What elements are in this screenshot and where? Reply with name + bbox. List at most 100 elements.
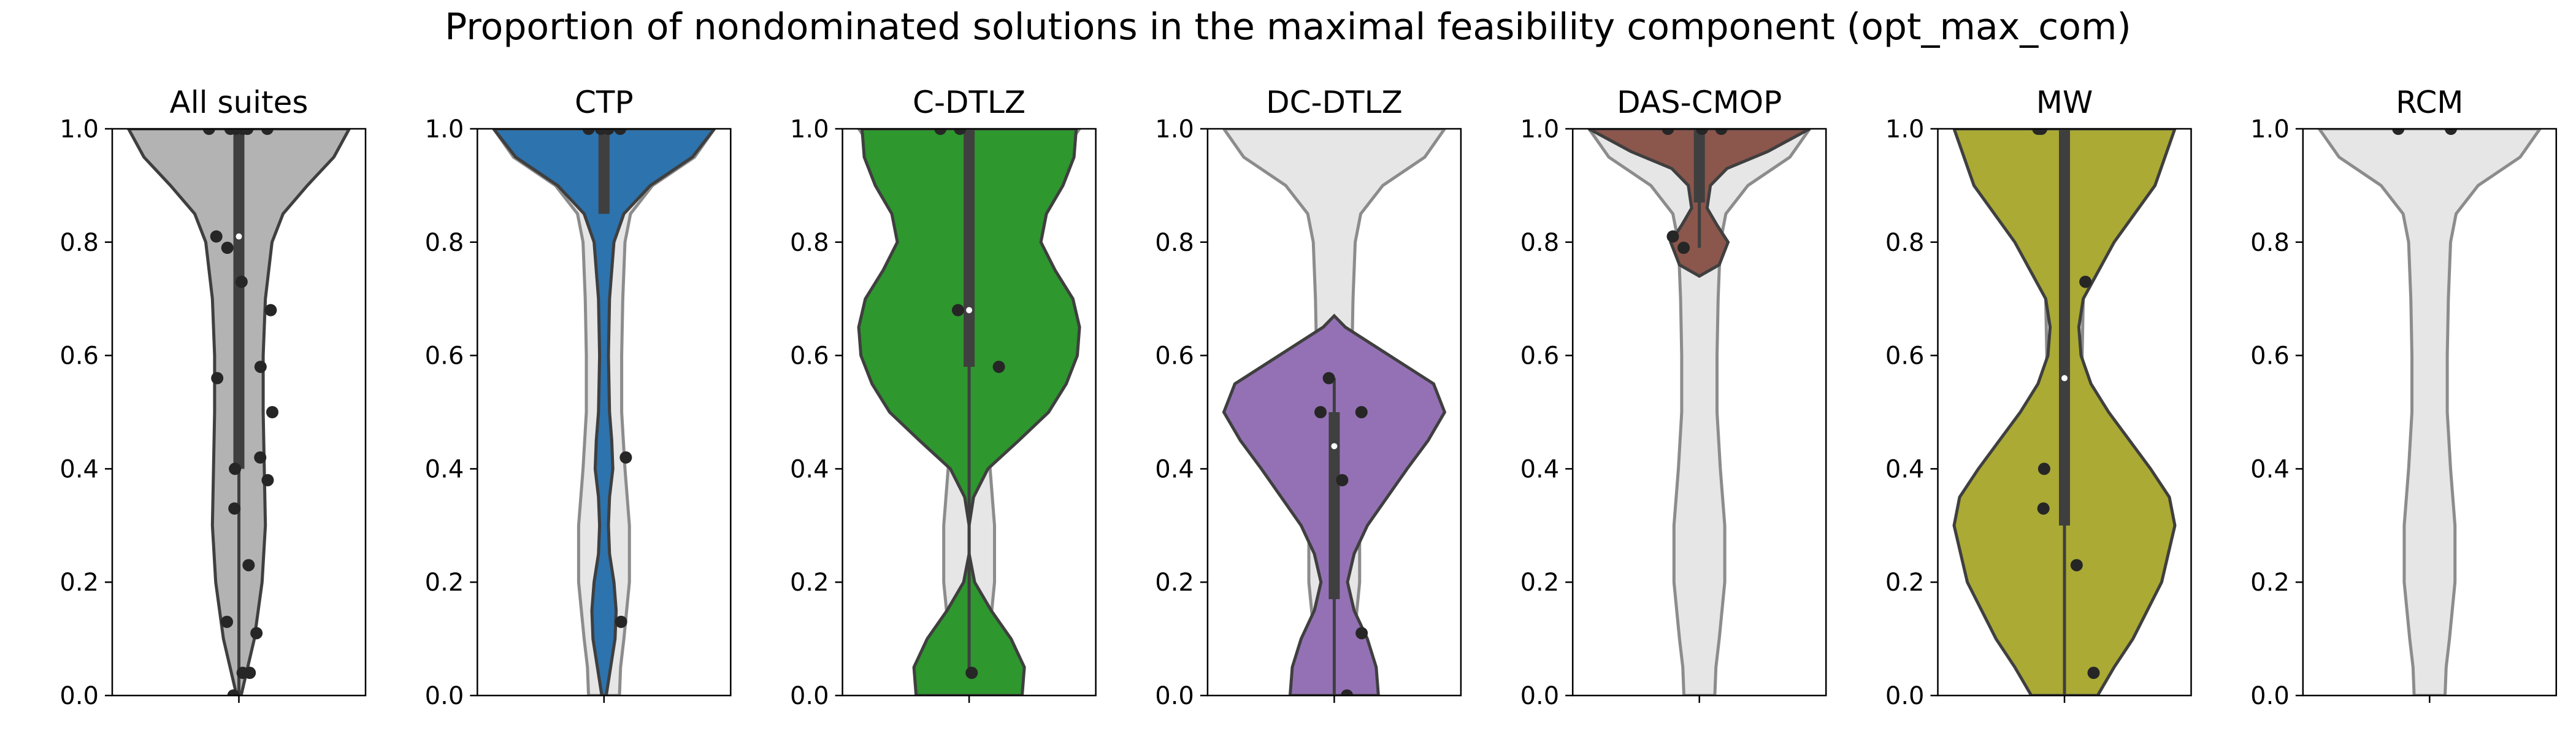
y-tick-label: 0.2 (425, 569, 464, 597)
data-point (1322, 372, 1335, 385)
panel-title: DC-DTLZ (1266, 85, 1403, 120)
data-point (1695, 129, 1708, 135)
y-tick-label: 0.0 (1520, 682, 1560, 710)
y-tick-label: 1.0 (425, 115, 464, 144)
data-point (2070, 559, 2083, 572)
data-point (951, 304, 964, 316)
data-point (2392, 129, 2405, 135)
reference-violin (1587, 129, 1812, 696)
data-point (619, 451, 632, 464)
panel-7: 0.0 0.2 0.4 0.6 0.8 1.0 RCM (2250, 85, 2558, 710)
y-tick-label: 0.6 (1520, 342, 1560, 370)
y-tick-label: 0.0 (1885, 682, 1925, 710)
iqr-box (1328, 412, 1340, 599)
y-tick-label: 0.0 (59, 682, 99, 710)
data-point (254, 361, 267, 374)
data-point (2087, 667, 2100, 680)
data-point (221, 242, 234, 255)
plot-area (1587, 129, 1812, 696)
plot-area (491, 129, 716, 696)
iqr-box (1693, 129, 1705, 203)
panel-2: 0.0 0.2 0.4 0.6 0.8 1.0 CTP (425, 85, 732, 710)
data-point (1341, 689, 1354, 696)
data-point (1314, 406, 1327, 418)
data-point (1677, 242, 1690, 255)
iqr-box (598, 129, 610, 214)
data-point (2037, 502, 2050, 515)
reference-violin (2317, 129, 2542, 696)
y-tick-label: 1.0 (1885, 115, 1925, 144)
y-tick-label: 0.8 (1155, 229, 1194, 257)
data-point (1666, 230, 1679, 243)
y-tick-label: 0.8 (425, 229, 464, 257)
y-tick-label: 0.2 (59, 569, 99, 597)
y-tick-label: 0.2 (790, 569, 829, 597)
panel-5: 0.0 0.2 0.4 0.6 0.8 1.0 DAS-CMOP (1520, 85, 1827, 710)
data-point (954, 129, 967, 135)
data-point (1355, 406, 1368, 418)
plot-area (857, 129, 1082, 696)
y-tick-label: 0.0 (1155, 682, 1194, 710)
data-point (582, 129, 595, 135)
y-tick-label: 0.4 (2250, 455, 2290, 483)
data-point (615, 615, 627, 628)
plot-area (1222, 129, 1447, 696)
data-point (235, 275, 248, 288)
data-point (227, 689, 240, 696)
y-tick-label: 0.6 (425, 342, 464, 370)
iqr-box (964, 129, 975, 367)
y-tick-label: 0.6 (2250, 342, 2290, 370)
median-marker (236, 233, 242, 240)
y-tick-label: 1.0 (790, 115, 829, 144)
data-point (242, 559, 255, 572)
iqr-box (2059, 129, 2070, 526)
y-tick-label: 0.2 (1885, 569, 1925, 597)
panel-3: 0.0 0.2 0.4 0.6 0.8 1.0 C-DTLZ (790, 85, 1097, 710)
median-marker (2061, 375, 2068, 381)
panel-4: 0.0 0.2 0.4 0.6 0.8 1.0 DC-DTLZ (1155, 85, 1462, 710)
data-point (229, 462, 242, 475)
y-tick-label: 0.6 (1885, 342, 1925, 370)
panel-1: 0.0 0.2 0.4 0.6 0.8 1.0 All suites (59, 85, 367, 710)
y-tick-label: 1.0 (1520, 115, 1560, 144)
panel-title: DAS-CMOP (1617, 85, 1782, 120)
panel-title: All suites (170, 85, 309, 120)
y-tick-label: 0.2 (1155, 569, 1194, 597)
median-marker (1331, 443, 1338, 450)
y-tick-label: 1.0 (59, 115, 99, 144)
y-tick-label: 0.4 (1520, 455, 1560, 483)
iqr-box (233, 129, 245, 469)
data-point (2079, 275, 2092, 288)
data-point (266, 406, 278, 418)
panel-title: MW (2036, 85, 2093, 120)
data-point (243, 667, 256, 680)
panel-title: C-DTLZ (913, 85, 1025, 120)
plot-area (126, 129, 351, 696)
y-tick-label: 0.8 (1520, 229, 1560, 257)
data-point (2032, 129, 2045, 135)
data-point (934, 129, 947, 135)
y-tick-label: 0.2 (1520, 569, 1560, 597)
data-point (202, 129, 215, 135)
data-point (1336, 473, 1349, 486)
data-point (594, 129, 607, 135)
y-tick-label: 0.8 (1885, 229, 1925, 257)
y-tick-label: 0.4 (425, 455, 464, 483)
data-point (229, 129, 242, 135)
panel-title: CTP (575, 85, 634, 120)
data-point (254, 451, 267, 464)
data-point (1355, 627, 1368, 640)
figure-title: Proportion of nondominated solutions in … (445, 6, 2131, 48)
data-point (211, 372, 224, 385)
data-point (261, 473, 274, 486)
data-point (220, 615, 233, 628)
panel-6: 0.0 0.2 0.4 0.6 0.8 1.0 MW (1885, 85, 2192, 710)
data-point (965, 667, 978, 680)
y-tick-label: 0.4 (1885, 455, 1925, 483)
y-tick-label: 0.0 (425, 682, 464, 710)
data-point (2445, 129, 2458, 135)
data-point (241, 129, 254, 135)
y-tick-label: 1.0 (1155, 115, 1194, 144)
data-point (264, 304, 277, 316)
y-tick-label: 0.8 (2250, 229, 2290, 257)
